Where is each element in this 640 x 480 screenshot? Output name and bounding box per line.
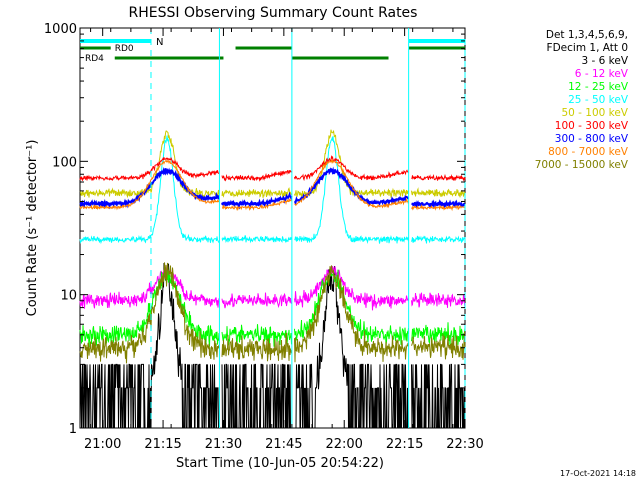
legend-entry-5: 50 - 100 keV bbox=[561, 107, 628, 119]
legend-entry-8: 800 - 7000 keV bbox=[548, 146, 629, 158]
x-tick-label: 22:30 bbox=[446, 437, 483, 452]
y-tick-label: 1000 bbox=[44, 22, 77, 37]
series-line-8 bbox=[79, 158, 466, 212]
series-lines bbox=[79, 129, 466, 429]
y-tick-label: 10 bbox=[60, 289, 77, 304]
x-tick-label: 22:15 bbox=[386, 437, 423, 452]
chart-title: RHESSI Observing Summary Count Rates bbox=[129, 5, 418, 21]
legend-entry-7: 300 - 800 keV bbox=[555, 133, 629, 145]
legend-entry-4: 25 - 50 keV bbox=[568, 94, 629, 106]
legend-header-line: FDecim 1, Att 0 bbox=[547, 42, 628, 54]
x-tick-label: 22:00 bbox=[325, 437, 362, 452]
series-line-4 bbox=[79, 135, 466, 245]
flag-label-rd0: RD0 bbox=[115, 44, 134, 54]
x-tick-label: 21:00 bbox=[84, 437, 121, 452]
y-tick-label: 1 bbox=[69, 422, 77, 437]
series-line-2 bbox=[79, 264, 466, 311]
legend-entry-1: 3 - 6 keV bbox=[581, 55, 628, 67]
legend-entry-9: 7000 - 15000 keV bbox=[535, 159, 629, 171]
x-tick-label: 21:45 bbox=[265, 437, 302, 452]
legend-entry-3: 12 - 25 keV bbox=[568, 81, 629, 93]
plot-area: N RD0 RD4 bbox=[79, 27, 466, 429]
y-axis-label: Count Rate (s⁻¹ detector⁻¹) bbox=[25, 140, 40, 317]
axis-ticks bbox=[80, 27, 466, 429]
flag-label-rd4: RD4 bbox=[85, 54, 104, 64]
flag-label-n: N bbox=[156, 37, 163, 48]
series-line-3 bbox=[79, 266, 466, 348]
legend: Det 1,3,4,5,6,9,FDecim 1, Att 03 - 6 keV… bbox=[535, 29, 629, 171]
y-tick-label: 100 bbox=[52, 155, 77, 170]
series-line-1 bbox=[79, 262, 466, 429]
x-axis-label: Start Time (10-Jun-05 20:54:22) bbox=[176, 456, 384, 471]
flag-bars: N RD0 RD4 bbox=[80, 37, 465, 64]
legend-header-line: Det 1,3,4,5,6,9, bbox=[546, 29, 628, 41]
x-tick-label: 21:15 bbox=[144, 437, 181, 452]
guide-lines bbox=[150, 28, 466, 428]
footer-date: 17-Oct-2021 14:18 bbox=[560, 469, 636, 478]
series-line-7 bbox=[79, 166, 466, 210]
series-line-9 bbox=[79, 262, 466, 364]
legend-entry-6: 100 - 300 keV bbox=[555, 120, 629, 132]
x-tick-label: 21:30 bbox=[205, 437, 242, 452]
series-line-6 bbox=[79, 154, 466, 182]
legend-entry-2: 6 - 12 keV bbox=[575, 68, 629, 80]
series-line-5 bbox=[79, 129, 466, 200]
